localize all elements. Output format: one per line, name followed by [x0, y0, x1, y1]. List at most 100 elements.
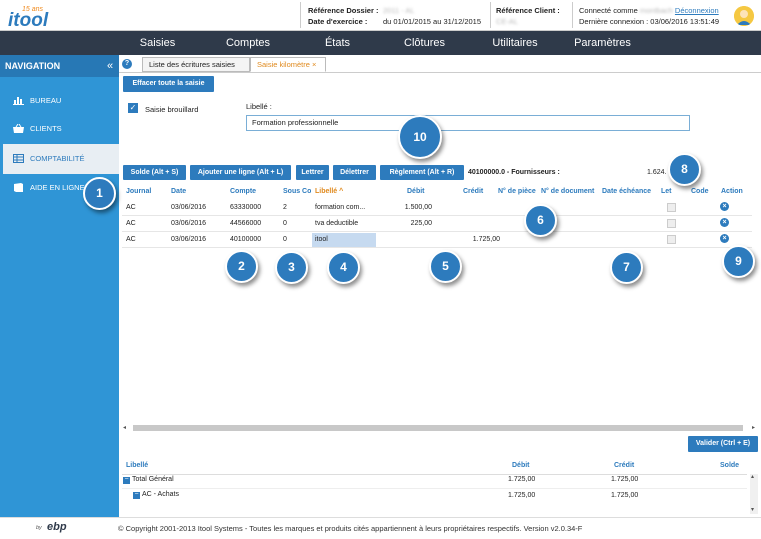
col-journal[interactable]: Journal [126, 188, 152, 195]
sidebar-item-comptabilite[interactable] [0, 144, 119, 174]
scrollbar-thumb[interactable] [133, 425, 743, 431]
nav-saisies[interactable]: Saisies [139, 37, 176, 49]
col-date[interactable]: Date [171, 188, 187, 195]
sidebar-item-label: BUREAU [30, 96, 62, 105]
cell-date[interactable]: 03/06/2016 [171, 220, 207, 227]
col-libelle[interactable]: Libellé ^ [315, 188, 343, 195]
footer-by: by [36, 525, 42, 531]
cell-sous-compte[interactable]: 2 [283, 204, 287, 211]
cell-debit[interactable]: 1.500,00 [404, 204, 432, 211]
libelle-label: Libellé : [246, 102, 272, 111]
sidebar-item-bureau[interactable]: BUREAU [0, 87, 119, 115]
col-debit[interactable]: Débit [407, 188, 425, 195]
cell-compte[interactable]: 40100000 [230, 236, 262, 243]
clear-entry-button[interactable]: Effacer toute la saisie [123, 76, 214, 92]
scroll-right-icon[interactable]: ▸ [752, 425, 756, 431]
reglement-button[interactable]: Règlement (Alt + R) [380, 165, 464, 180]
table-row[interactable] [122, 200, 752, 216]
callout-badge-10: 10 [398, 115, 442, 159]
let-checkbox[interactable] [667, 235, 676, 244]
let-checkbox[interactable] [667, 219, 676, 228]
sidebar-title: NAVIGATION [0, 55, 119, 77]
col-let[interactable]: Let [661, 188, 672, 195]
date-exercice-value: du 01/01/2015 au 31/12/2015 [383, 17, 482, 26]
solde-button[interactable]: Solde (Alt + S) [123, 165, 186, 180]
app-header [0, 0, 761, 31]
sidebar-collapse-icon[interactable]: « [107, 60, 114, 72]
callout-badge-6: 6 [524, 204, 557, 237]
nav-clotures[interactable]: Clôtures [404, 37, 445, 49]
summary-row-credit: 1.725,00 [611, 476, 639, 483]
col-action[interactable]: Action [721, 188, 743, 195]
col-sous-compte[interactable]: Sous Co [283, 188, 311, 195]
summary-row-label: Total Général [132, 476, 174, 483]
libelle-input[interactable]: Formation professionnelle [246, 115, 690, 131]
header-divider [490, 2, 491, 28]
validate-button[interactable]: Valider (Ctrl + E) [688, 436, 758, 452]
table-row[interactable] [122, 216, 752, 232]
cell-sous-compte[interactable]: 0 [283, 220, 287, 227]
add-line-button[interactable]: Ajouter une ligne (Alt + L) [190, 165, 291, 180]
scroll-down-icon[interactable]: ▾ [751, 507, 755, 513]
delete-row-icon[interactable]: × [720, 218, 729, 227]
let-checkbox[interactable] [667, 203, 676, 212]
user-avatar[interactable] [734, 6, 754, 26]
col-code[interactable]: Code [691, 188, 709, 195]
help-icon[interactable]: ? [122, 59, 132, 69]
collapse-icon[interactable]: − [123, 476, 130, 484]
cell-compte[interactable]: 63330000 [230, 204, 262, 211]
cell-debit[interactable]: 225,00 [410, 220, 432, 227]
ebp-logo: ebp [45, 519, 75, 533]
cell-journal[interactable]: AC [126, 204, 136, 211]
col-credit[interactable]: Crédit [463, 188, 484, 195]
tab-close-icon[interactable]: × [312, 60, 317, 69]
connected-user: montbach [639, 6, 673, 15]
sidebar-item-label: COMPTABILITÉ [30, 154, 85, 163]
tab-saisie-kilometre[interactable]: Saisie kilomètre × [250, 57, 326, 72]
col-num-document[interactable]: N° de document [541, 188, 595, 195]
cell-libelle[interactable]: formation com... [315, 204, 366, 211]
scroll-up-icon[interactable]: ▴ [751, 474, 755, 480]
delettrer-button[interactable]: Délettrer [333, 165, 376, 180]
cell-compte[interactable]: 44566000 [230, 220, 262, 227]
cell-date[interactable]: 03/06/2016 [171, 236, 207, 243]
col-num-piece[interactable]: N° de pièce [498, 188, 536, 195]
nav-comptes[interactable]: Comptes [225, 37, 271, 49]
balance-value: 1.624. [647, 169, 667, 176]
nav-etats[interactable]: États [324, 37, 351, 49]
sidebar-item-clients[interactable]: CLIENTS [0, 115, 119, 143]
avatar-icon [734, 6, 754, 26]
cell-sous-compte[interactable]: 0 [283, 236, 287, 243]
cell-libelle[interactable]: tva deductible [315, 220, 359, 227]
itool-logo[interactable]: 15 ans itool [6, 2, 68, 31]
callout-badge-7: 7 [610, 251, 643, 284]
ebp-logo-text: ebp [47, 521, 67, 533]
table-row[interactable] [122, 232, 752, 248]
delete-row-icon[interactable]: × [720, 202, 729, 211]
tab-liste-ecritures[interactable]: Liste des écritures saisies [142, 57, 250, 72]
summary-scrollbar[interactable] [750, 474, 758, 514]
sidebar-item-aide[interactable]: AIDE EN LIGNE [0, 174, 119, 202]
col-date-echeance[interactable]: Date échéance [602, 188, 652, 195]
tab-label: Saisie kilomètre [257, 60, 310, 69]
date-exercice-label: Date d'exercice : [308, 17, 368, 26]
cell-journal[interactable]: AC [126, 220, 136, 227]
summary-col-credit: Crédit [614, 462, 635, 469]
summary-col-debit: Débit [512, 462, 530, 469]
draft-checkbox[interactable]: ✓ [128, 103, 138, 113]
lettrer-button[interactable]: Lettrer [296, 165, 329, 180]
sort-asc-icon: ^ [339, 188, 344, 195]
delete-row-icon[interactable]: × [720, 234, 729, 243]
cell-date[interactable]: 03/06/2016 [171, 204, 207, 211]
summary-col-solde: Solde [720, 462, 740, 469]
footer-copyright: © Copyright 2001-2013 Itool Systems - To… [118, 524, 583, 533]
collapse-icon[interactable]: − [133, 491, 140, 499]
logout-link[interactable]: Déconnexion [674, 6, 719, 15]
cell-libelle-editing[interactable]: itool [312, 233, 376, 247]
cell-credit[interactable]: 1.725,00 [472, 236, 500, 243]
col-compte[interactable]: Compte [230, 188, 257, 195]
cell-journal[interactable]: AC [126, 236, 136, 243]
scroll-left-icon[interactable]: ◂ [123, 425, 127, 431]
nav-parametres[interactable]: Paramètres [574, 37, 631, 49]
nav-utilitaires[interactable]: Utilitaires [492, 37, 538, 49]
